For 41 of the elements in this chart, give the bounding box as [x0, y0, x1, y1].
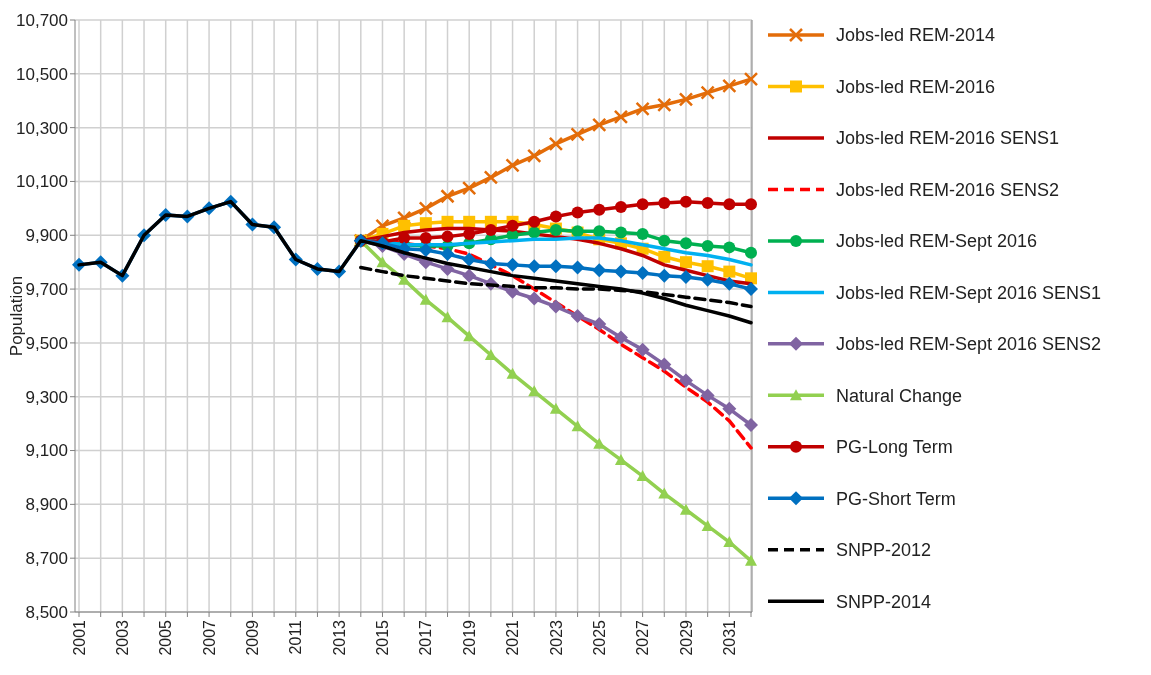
legend-label: PG-Short Term [836, 488, 956, 509]
y-axis-title: Population [7, 275, 26, 357]
y-tick-label: 9,300 [25, 387, 68, 407]
legend-label: Jobs-led REM-2014 [836, 25, 996, 46]
x-tick-label: 2003 [113, 619, 131, 656]
x-tick-label: 2009 [244, 619, 262, 656]
x-tick-label: 2031 [720, 619, 738, 656]
y-tick-label: 9,500 [25, 333, 68, 353]
x-tick-label: 2001 [70, 619, 88, 656]
x-tick-label: 2013 [330, 619, 348, 656]
y-tick-label: 9,700 [25, 280, 68, 300]
legend-label: Jobs-led REM-Sept 2016 SENS1 [836, 282, 1102, 303]
y-tick-label: 9,100 [25, 441, 68, 461]
legend-label: Jobs-led REM-2016 SENS2 [836, 179, 1060, 200]
y-tick-label: 9,900 [25, 226, 68, 246]
x-tick-label: 2023 [547, 619, 565, 656]
x-tick-label: 2019 [460, 619, 478, 656]
x-tick-label: 2005 [157, 619, 175, 656]
legend-label: Jobs-led REM-2016 SENS1 [836, 128, 1060, 149]
x-tick-label: 2017 [417, 619, 435, 656]
x-tick-label: 2021 [504, 619, 522, 656]
legend-label: Jobs-led REM-Sept 2016 [836, 231, 1038, 252]
y-tick-label: 10,100 [16, 172, 68, 192]
y-tick-label: 8,700 [25, 549, 68, 569]
x-tick-label: 2029 [677, 619, 695, 656]
x-tick-label: 2025 [590, 619, 608, 656]
x-tick-label: 2027 [634, 619, 652, 656]
x-tick-label: 2011 [287, 619, 305, 655]
y-tick-label: 8,500 [25, 602, 68, 622]
legend-label: Jobs-led REM-2016 [836, 76, 996, 97]
x-tick-label: 2015 [374, 619, 392, 656]
y-tick-label: 10,500 [16, 64, 68, 84]
legend-label: SNPP-2012 [836, 540, 932, 561]
y-tick-label: 10,700 [16, 10, 68, 30]
y-tick-label: 10,300 [16, 118, 68, 138]
legend-label: SNPP-2014 [836, 591, 932, 612]
legend-label: Natural Change [836, 385, 963, 406]
x-tick-label: 2007 [200, 619, 218, 656]
legend-label: PG-Long Term [836, 437, 953, 458]
legend-label: Jobs-led REM-Sept 2016 SENS2 [836, 334, 1102, 355]
y-tick-label: 8,900 [25, 495, 68, 515]
